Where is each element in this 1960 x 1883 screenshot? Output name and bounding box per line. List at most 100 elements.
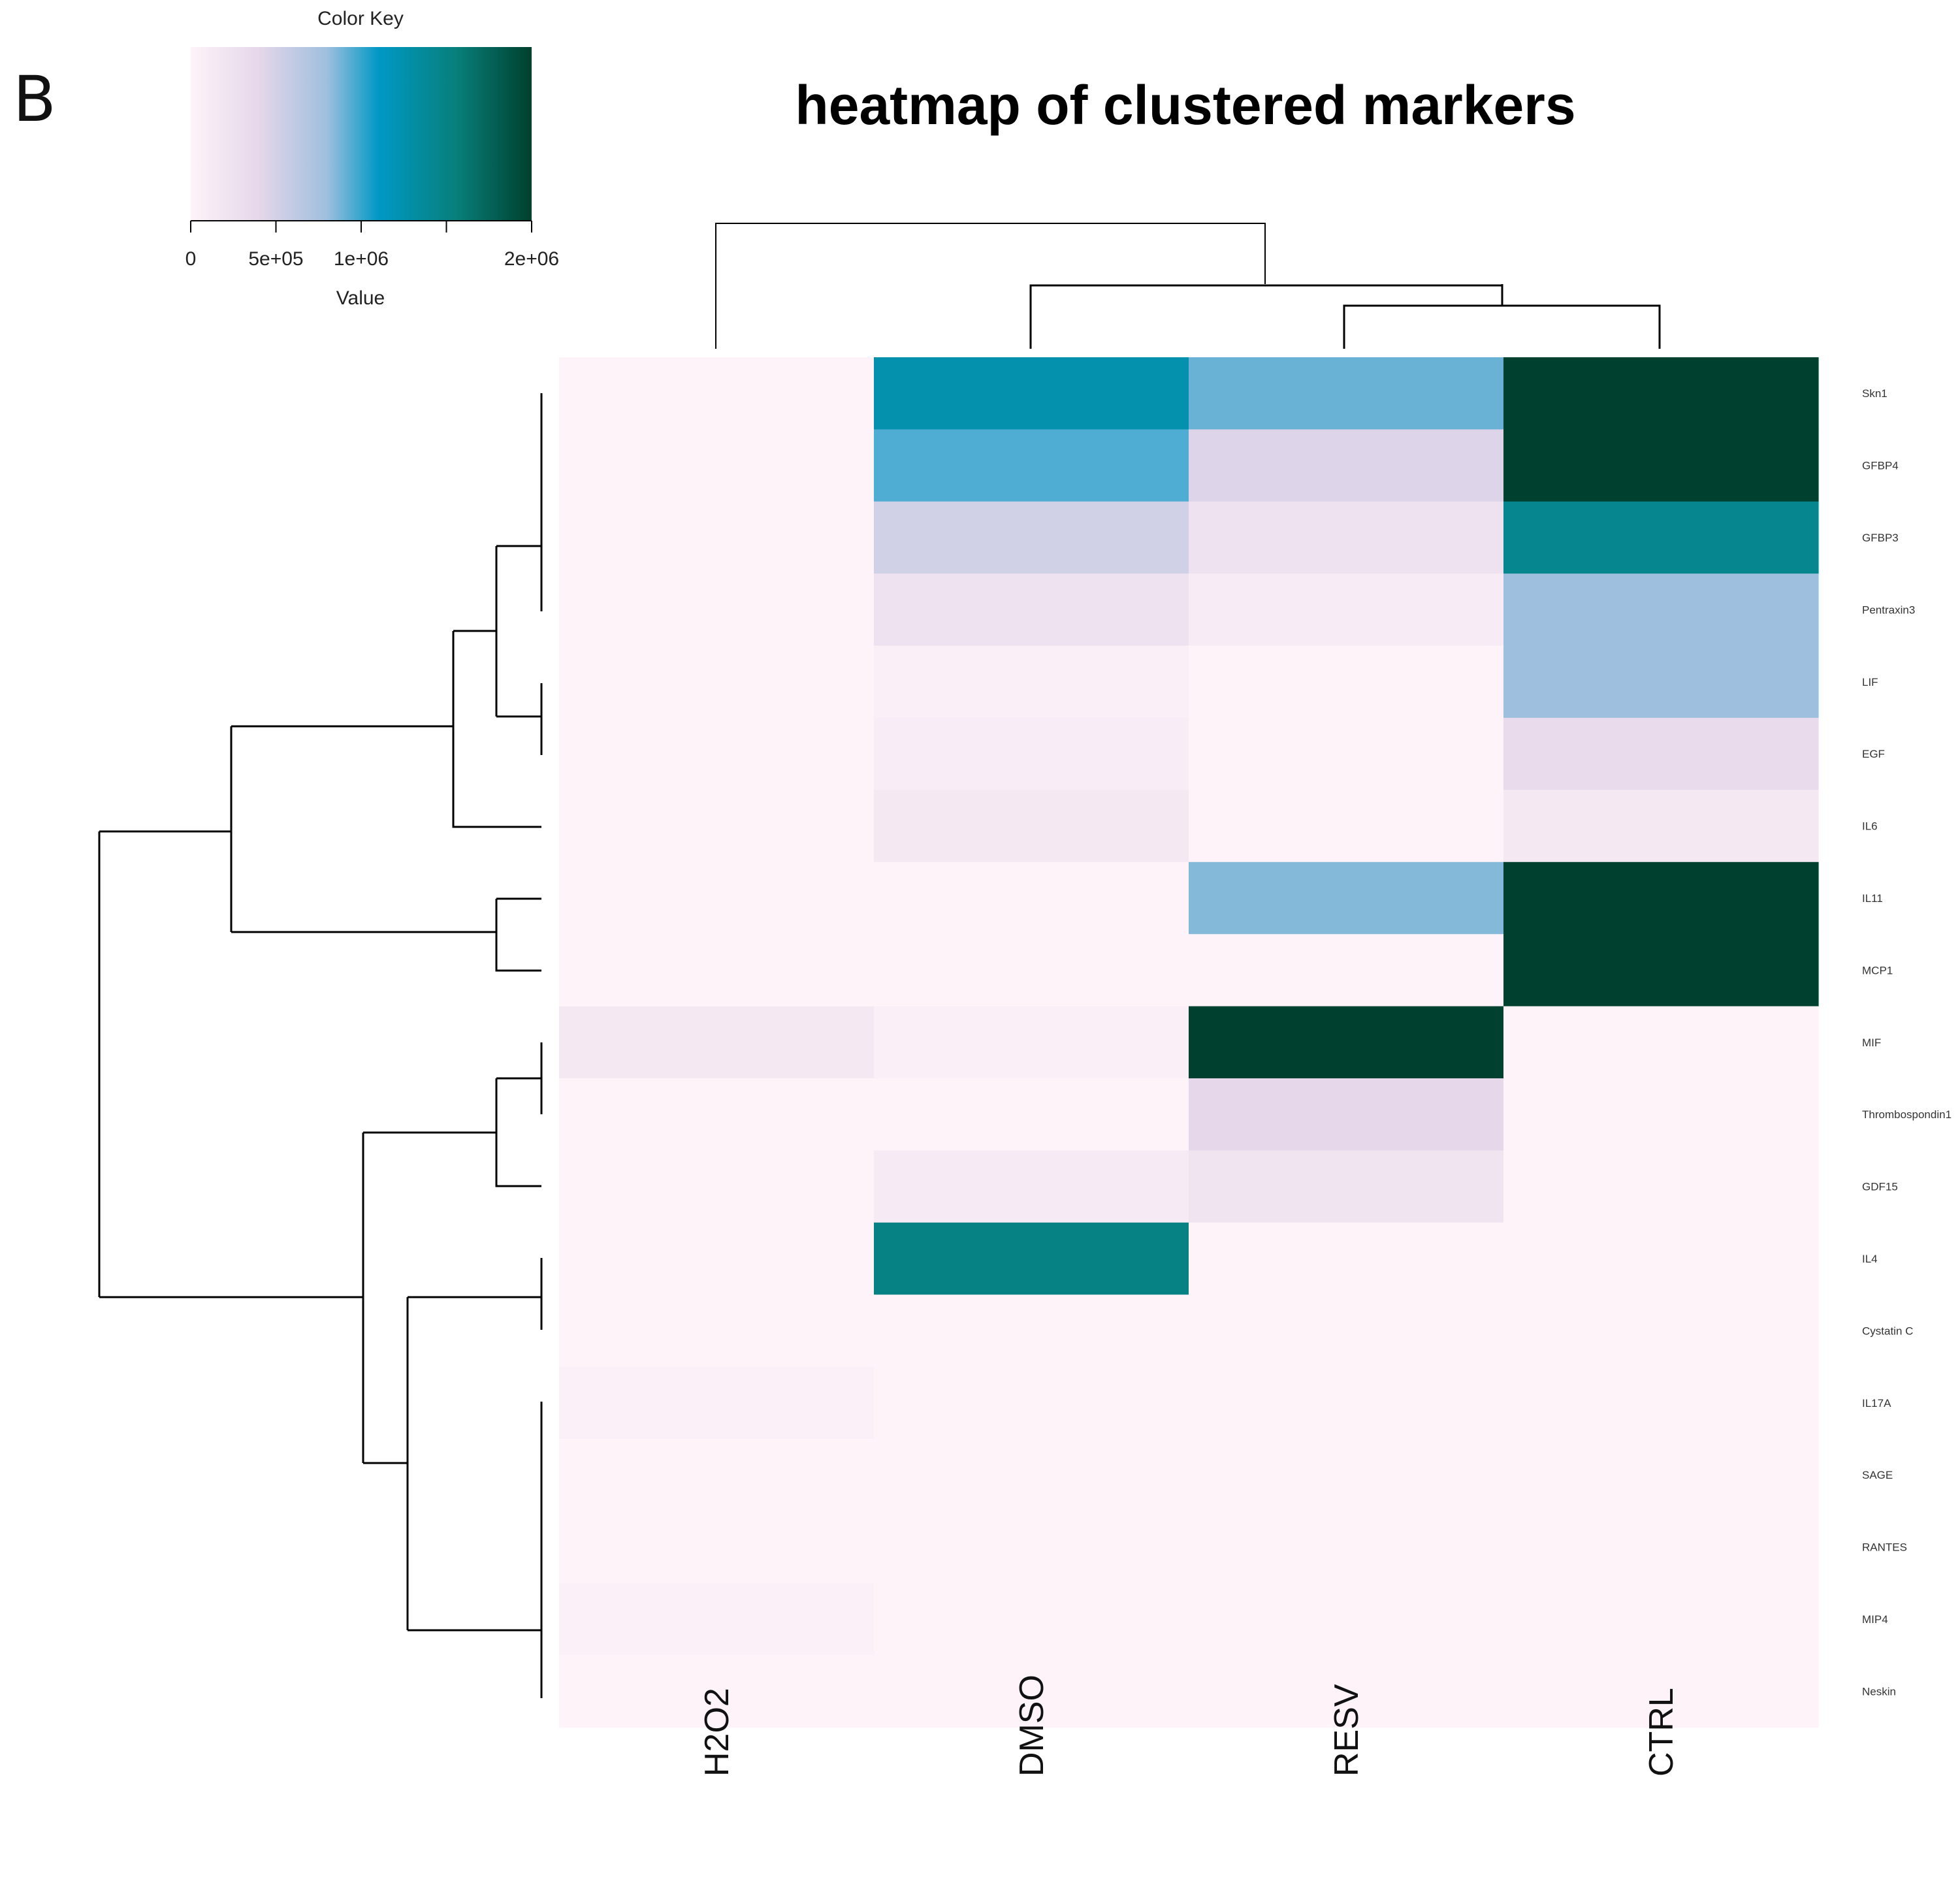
row-label: Skn1 [1862, 387, 1888, 400]
row-label: GDF15 [1862, 1181, 1898, 1193]
row-label: IL4 [1862, 1253, 1878, 1265]
heat-cell [1503, 645, 1819, 718]
heat-cell [874, 1583, 1189, 1656]
heat-cell [1189, 501, 1504, 574]
heat-cell [874, 1295, 1189, 1368]
heat-cell [1189, 790, 1504, 863]
heat-cell [874, 645, 1189, 718]
heat-cell [1189, 1295, 1504, 1368]
heat-cell [1189, 1006, 1504, 1079]
row-label: MCP1 [1862, 964, 1893, 976]
heat-cell [1503, 1295, 1819, 1368]
heat-cell [559, 1150, 875, 1223]
heat-cell [1189, 861, 1504, 935]
column-label: RESV [1328, 1684, 1366, 1777]
color-key-tick-label: 2e+06 [504, 248, 559, 270]
heat-cell [559, 718, 875, 790]
heat-cell [1189, 429, 1504, 502]
row-label: MIF [1862, 1037, 1881, 1049]
heat-cell [1189, 357, 1504, 430]
heat-cell [874, 861, 1189, 935]
row-dendro-node-lower [363, 1297, 409, 1630]
heat-cell [874, 1078, 1189, 1151]
heat-cell [1503, 1078, 1819, 1151]
row-dendro-node-upper [230, 725, 453, 932]
heat-cell [874, 1439, 1189, 1511]
row-dendro-root [98, 830, 231, 1297]
heat-cell [1503, 1006, 1819, 1079]
heat-cell [559, 790, 875, 863]
row-label: IL11 [1862, 892, 1883, 905]
heat-cell [1503, 1511, 1819, 1584]
heat-cell [1503, 861, 1819, 935]
heat-cell [559, 1366, 875, 1440]
row-dendro-node-b [496, 683, 543, 755]
row-label: LIF [1862, 676, 1878, 688]
column-label: CTRL [1643, 1688, 1680, 1777]
heat-cell [1189, 1439, 1504, 1511]
heat-cell [874, 1150, 1189, 1223]
heat-cell [1189, 1150, 1504, 1223]
heat-cell [1503, 718, 1819, 790]
heat-cell [874, 1366, 1189, 1440]
heat-cell [1189, 1583, 1504, 1656]
heat-cell [1503, 1366, 1819, 1440]
col-dendro-node-dmso-group [1029, 284, 1503, 349]
row-label: Thrombospondin1 [1862, 1108, 1952, 1121]
color-key: Color Key 0 5e+05 1e+06 2e+06 Value [185, 8, 559, 309]
heat-cell [559, 1078, 875, 1151]
row-dendrogram [98, 393, 543, 1698]
heat-cell [559, 501, 875, 574]
heat-cell [1503, 934, 1819, 1007]
heat-cell [559, 1583, 875, 1656]
heat-cell [559, 1222, 875, 1295]
row-dendro-node-il11-mcp1 [231, 897, 541, 972]
color-key-tick-label: 5e+05 [248, 248, 303, 270]
row-dendro-node-bottom [99, 1133, 364, 1463]
heat-cell [874, 1655, 1189, 1728]
heat-cell [1503, 1439, 1819, 1511]
heat-cell [1503, 357, 1819, 430]
heat-cell [559, 934, 875, 1007]
row-label: GFBP3 [1862, 532, 1899, 544]
panel-label: B [13, 63, 56, 136]
row-label: RANTES [1862, 1541, 1907, 1554]
heat-cell [1189, 1222, 1504, 1295]
heat-cell [1189, 718, 1504, 790]
color-key-gradient [191, 47, 532, 221]
heat-cell [874, 1511, 1189, 1584]
heat-cell [1189, 1366, 1504, 1440]
heat-cell [559, 861, 875, 935]
row-dendro-node-d [452, 631, 541, 828]
heat-cell [559, 645, 875, 718]
heat-cell [559, 357, 875, 430]
heat-cell [1503, 429, 1819, 502]
row-label: Neskin [1862, 1685, 1896, 1698]
heat-cell [874, 357, 1189, 430]
row-label: MIP4 [1862, 1613, 1888, 1626]
column-labels: H2O2 DMSO RESV CTRL [698, 1675, 1680, 1777]
column-label: H2O2 [698, 1688, 736, 1777]
col-dendro-root [715, 223, 1266, 349]
row-dendro-node-a [496, 466, 543, 611]
heat-cell [1189, 1078, 1504, 1151]
row-dendro-node-c [453, 546, 498, 716]
heat-cell [1189, 573, 1504, 647]
row-label: SAGE [1862, 1469, 1893, 1481]
heatmap-cells [559, 357, 1819, 1728]
row-label: Pentraxin3 [1862, 604, 1915, 616]
heat-cell [1189, 934, 1504, 1007]
heat-cell [874, 429, 1189, 502]
heat-cell [1189, 645, 1504, 718]
row-label: IL17A [1862, 1397, 1891, 1409]
heat-cell [559, 1295, 875, 1368]
color-key-ticks: 0 5e+05 1e+06 2e+06 [185, 221, 559, 270]
row-dendro-node-mif-group [363, 1042, 543, 1187]
heat-cell [1503, 573, 1819, 647]
heat-cell [874, 718, 1189, 790]
row-label: GFBP4 [1862, 460, 1899, 472]
heat-cell [874, 934, 1189, 1007]
heat-cell [1503, 1655, 1819, 1728]
row-label: EGF [1862, 748, 1885, 760]
